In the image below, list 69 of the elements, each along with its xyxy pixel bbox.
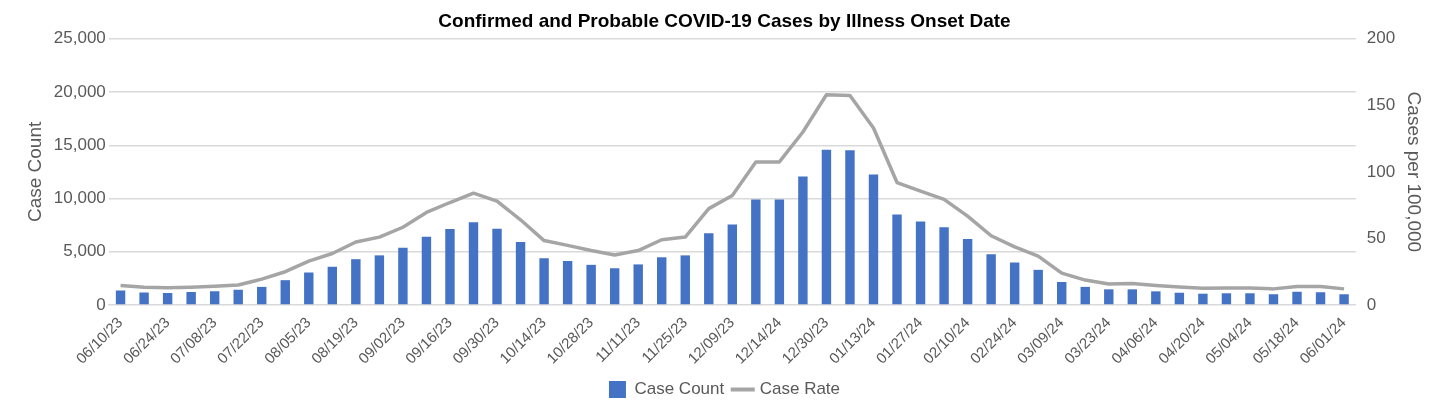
bar (562, 261, 573, 305)
bar (209, 291, 220, 305)
y2-tick-label: 0 (1366, 294, 1377, 314)
bar (962, 239, 973, 305)
y2-tick-label: 50 (1366, 228, 1386, 248)
bar (657, 257, 667, 305)
bar (186, 292, 196, 305)
bar (798, 176, 808, 305)
y-tick-label: 15,000 (53, 134, 106, 154)
y-tick-label: 10,000 (53, 188, 106, 208)
chart-title: Confirmed and Probable COVID-19 Cases by Illness Onset Date (438, 9, 1011, 31)
bar (515, 241, 526, 305)
bar (586, 264, 596, 305)
bar (704, 233, 714, 305)
bar (1080, 286, 1090, 305)
bar (1057, 281, 1067, 305)
bar (139, 292, 149, 305)
bar (468, 222, 479, 305)
legend-label: Case Count (634, 379, 725, 399)
bar (892, 214, 902, 305)
bar (304, 272, 314, 305)
bar (374, 255, 385, 305)
bar (162, 293, 173, 305)
bar (421, 236, 432, 305)
bar (1127, 289, 1138, 305)
bar (1033, 269, 1043, 305)
bar (774, 199, 785, 305)
bar (280, 280, 290, 305)
bar (1315, 292, 1326, 305)
y-tick-label: 0 (96, 294, 106, 314)
bar (1104, 289, 1114, 305)
y-tick-label: 5,000 (63, 241, 106, 261)
bar (939, 227, 949, 305)
bar (257, 286, 267, 305)
y-axis-title: Case Count (23, 121, 45, 223)
bar (1339, 294, 1349, 305)
y2-tick-label: 150 (1366, 95, 1396, 115)
bar (727, 224, 738, 305)
bar (609, 268, 620, 305)
y2-axis-title: Cases per 100,000 (1404, 91, 1426, 253)
bar (351, 259, 361, 305)
bar (1198, 293, 1208, 305)
legend-label: Case Rate (759, 379, 841, 399)
bar (445, 229, 455, 305)
bar (1009, 262, 1020, 305)
y2-tick-label: 100 (1366, 161, 1396, 181)
bar (868, 174, 879, 305)
y-tick-label: 20,000 (53, 81, 106, 101)
bar (539, 258, 549, 305)
bar (1268, 294, 1279, 305)
bar (492, 228, 502, 305)
bar (821, 149, 832, 305)
y2-tick-label: 200 (1366, 28, 1396, 48)
bar (751, 199, 761, 305)
bar (915, 221, 926, 305)
y-tick-label: 25,000 (53, 28, 106, 48)
bar (1174, 292, 1185, 305)
bar (680, 255, 690, 305)
bar (398, 247, 408, 305)
bar (1292, 291, 1302, 305)
bar (115, 290, 126, 305)
bar (327, 266, 338, 305)
bar (633, 264, 643, 305)
bar (1245, 293, 1255, 305)
bar (1221, 293, 1232, 305)
bar (845, 150, 855, 305)
bar (233, 289, 243, 305)
bar (1151, 291, 1161, 305)
bar (986, 254, 996, 305)
